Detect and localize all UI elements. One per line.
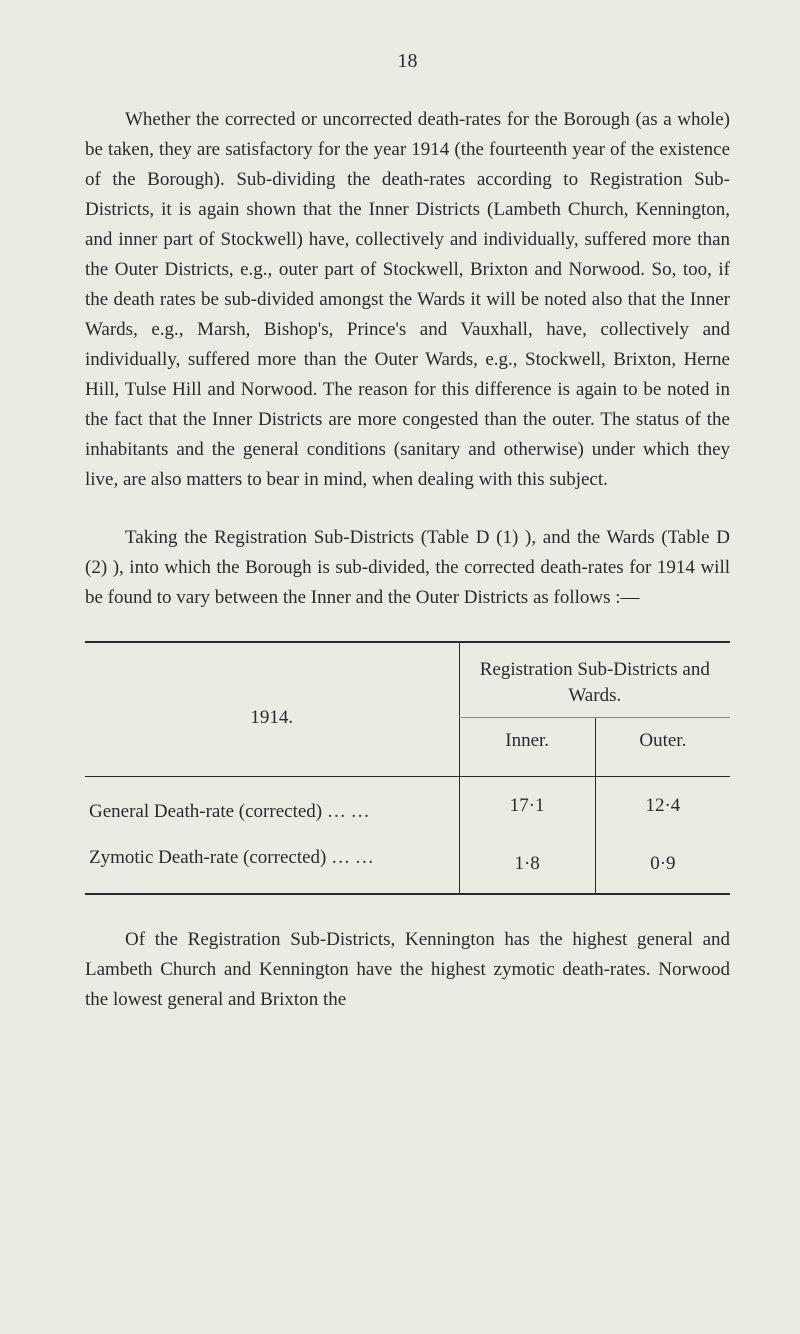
- table-row: General Death-rate (corrected) … …: [85, 776, 459, 835]
- table-row: Zymotic Death-rate (corrected) … …: [85, 835, 459, 894]
- table-header-main: Registration Sub-Districts and Wards.: [459, 642, 730, 717]
- table-col-outer: Outer.: [595, 717, 730, 776]
- table-cell-outer: 0·9: [595, 835, 730, 894]
- page-number: 18: [85, 50, 730, 73]
- paragraph-1: Whether the corrected or uncorrected dea…: [85, 105, 730, 495]
- table-cell-inner: 17·1: [459, 776, 595, 835]
- paragraph-3: Of the Registration Sub-Districts, Kenni…: [85, 925, 730, 1015]
- paragraph-2: Taking the Registration Sub-Districts (T…: [85, 523, 730, 613]
- death-rate-table: 1914. Registration Sub-Districts and War…: [85, 641, 730, 894]
- table-cell-outer: 12·4: [595, 776, 730, 835]
- table-cell-inner: 1·8: [459, 835, 595, 894]
- table-year-label: 1914.: [85, 642, 459, 776]
- table-col-inner: Inner.: [459, 717, 595, 776]
